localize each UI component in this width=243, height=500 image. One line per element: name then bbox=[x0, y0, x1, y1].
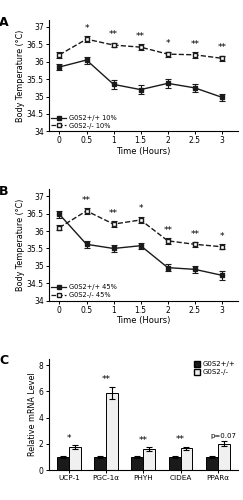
Text: *: * bbox=[139, 204, 143, 214]
Text: *: * bbox=[67, 434, 71, 442]
Bar bbox=[131, 457, 143, 470]
Text: *: * bbox=[220, 232, 224, 241]
Bar bbox=[206, 457, 218, 470]
Text: **: ** bbox=[217, 43, 226, 52]
Text: **: ** bbox=[163, 226, 172, 234]
Bar bbox=[69, 447, 81, 470]
Legend: G0S2+/+ 45%, G0S2-/- 45%: G0S2+/+ 45%, G0S2-/- 45% bbox=[51, 284, 117, 298]
Text: **: ** bbox=[176, 436, 185, 444]
Text: **: ** bbox=[109, 209, 118, 218]
Legend: G0S2+/+ 10%, G0S2-/- 10%: G0S2+/+ 10%, G0S2-/- 10% bbox=[51, 114, 117, 130]
Text: *: * bbox=[165, 40, 170, 48]
Bar bbox=[94, 457, 106, 470]
Text: **: ** bbox=[139, 436, 148, 445]
Text: B: B bbox=[0, 185, 9, 198]
Text: A: A bbox=[0, 16, 9, 28]
X-axis label: Time (Hours): Time (Hours) bbox=[116, 146, 171, 156]
Bar bbox=[57, 457, 69, 470]
Text: **: ** bbox=[190, 230, 199, 238]
Text: **: ** bbox=[136, 32, 145, 41]
Y-axis label: Body Temperature (°C): Body Temperature (°C) bbox=[16, 30, 25, 122]
Text: p=0.07: p=0.07 bbox=[211, 433, 237, 439]
Text: **: ** bbox=[102, 376, 111, 384]
X-axis label: Time (Hours): Time (Hours) bbox=[116, 316, 171, 325]
Text: C: C bbox=[0, 354, 9, 367]
Text: *: * bbox=[84, 24, 89, 33]
Legend: G0S2+/+, G0S2-/-: G0S2+/+, G0S2-/- bbox=[194, 360, 236, 376]
Y-axis label: Body Temperature (°C): Body Temperature (°C) bbox=[16, 199, 25, 291]
Text: **: ** bbox=[109, 30, 118, 40]
Text: **: ** bbox=[190, 40, 199, 48]
Bar bbox=[106, 392, 118, 470]
Y-axis label: Relative mRNA Level: Relative mRNA Level bbox=[28, 372, 37, 456]
Bar bbox=[181, 448, 192, 470]
Bar bbox=[169, 457, 181, 470]
Text: **: ** bbox=[82, 196, 91, 205]
Bar bbox=[143, 449, 155, 470]
Bar bbox=[218, 444, 230, 470]
